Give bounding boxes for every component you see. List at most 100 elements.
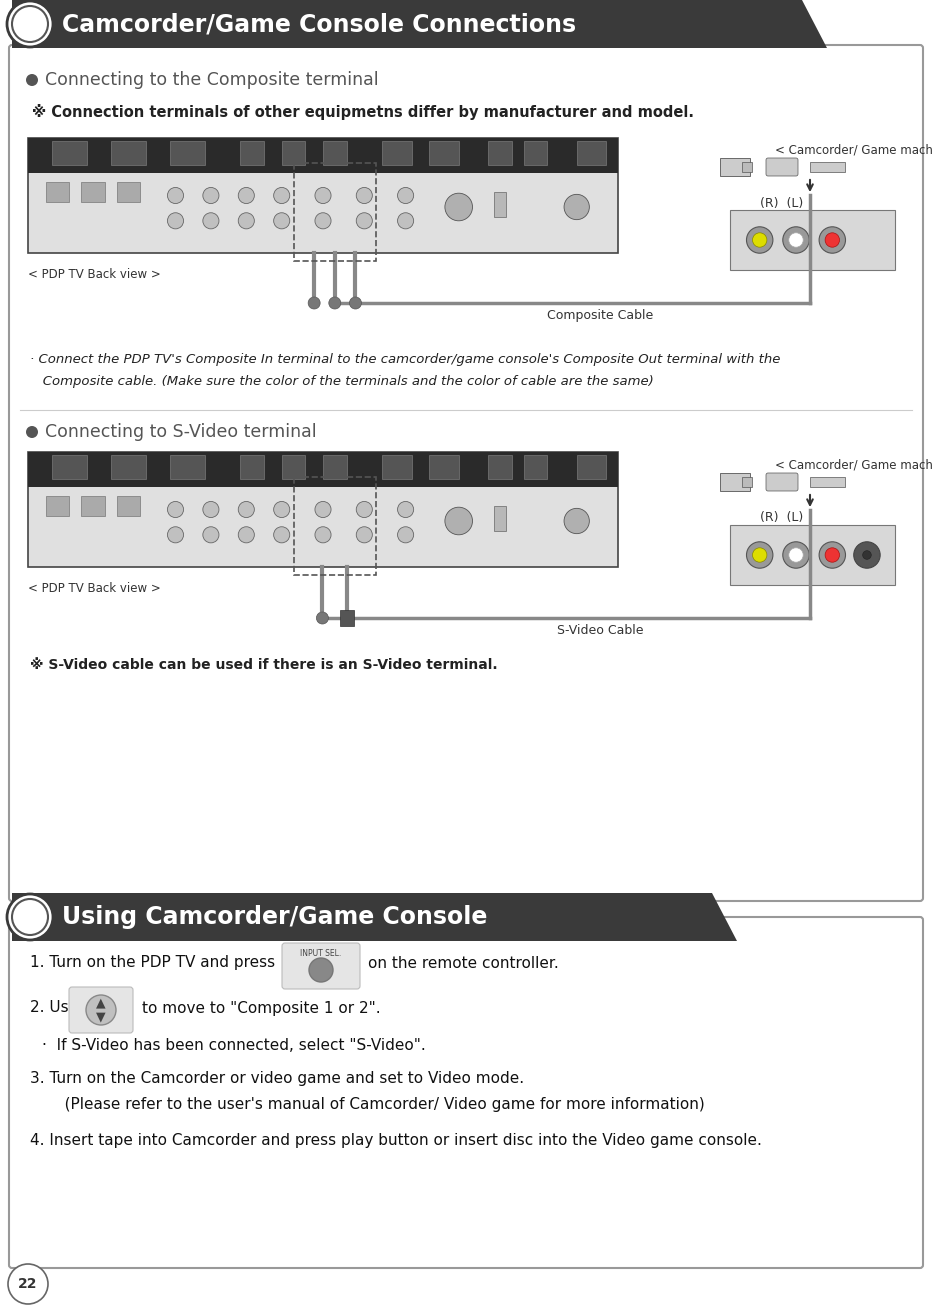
Circle shape xyxy=(316,612,328,624)
Bar xyxy=(382,455,412,479)
Circle shape xyxy=(86,994,116,1024)
Circle shape xyxy=(752,548,767,562)
Circle shape xyxy=(274,188,290,204)
FancyBboxPatch shape xyxy=(282,944,360,989)
Circle shape xyxy=(26,74,38,86)
Circle shape xyxy=(819,542,845,568)
Text: < Camcorder/ Game machine >: < Camcorder/ Game machine > xyxy=(775,144,932,157)
Bar xyxy=(240,455,264,479)
Bar xyxy=(720,472,750,491)
Text: to move to "Composite 1 or 2".: to move to "Composite 1 or 2". xyxy=(142,1001,380,1015)
Circle shape xyxy=(12,899,48,934)
Circle shape xyxy=(783,542,809,568)
FancyBboxPatch shape xyxy=(69,987,133,1034)
Bar xyxy=(51,141,87,166)
Circle shape xyxy=(168,501,184,518)
Circle shape xyxy=(445,508,473,535)
Text: 22: 22 xyxy=(19,1278,38,1291)
Circle shape xyxy=(356,527,373,543)
Circle shape xyxy=(239,501,254,518)
Circle shape xyxy=(203,501,219,518)
Circle shape xyxy=(315,501,331,518)
Circle shape xyxy=(788,232,803,247)
Circle shape xyxy=(8,1265,48,1304)
Bar xyxy=(742,162,752,172)
Text: < Camcorder/ Game machine >: < Camcorder/ Game machine > xyxy=(775,458,932,471)
Bar xyxy=(524,141,547,166)
Text: ※ S-Video cable can be used if there is an S-Video terminal.: ※ S-Video cable can be used if there is … xyxy=(30,658,498,672)
Polygon shape xyxy=(12,0,827,48)
Text: INPUT SEL.: INPUT SEL. xyxy=(300,950,342,958)
Circle shape xyxy=(203,213,219,228)
Circle shape xyxy=(168,527,184,543)
Circle shape xyxy=(350,298,362,309)
Circle shape xyxy=(12,7,48,42)
Bar xyxy=(323,141,347,166)
Bar xyxy=(430,455,459,479)
Text: on the remote controller.: on the remote controller. xyxy=(368,955,559,971)
Circle shape xyxy=(7,894,53,940)
FancyBboxPatch shape xyxy=(766,158,798,176)
Bar xyxy=(81,181,104,202)
Bar xyxy=(742,478,752,487)
Bar xyxy=(340,609,354,626)
Bar xyxy=(488,141,512,166)
Circle shape xyxy=(564,509,589,534)
Text: 4. Insert tape into Camcorder and press play button or insert disc into the Vide: 4. Insert tape into Camcorder and press … xyxy=(30,1133,761,1147)
Circle shape xyxy=(854,542,880,568)
Circle shape xyxy=(819,227,845,253)
Bar xyxy=(116,496,140,517)
Text: Composite Cable: Composite Cable xyxy=(547,308,653,321)
Bar xyxy=(46,496,69,517)
Text: (R)  (L): (R) (L) xyxy=(760,512,803,525)
Bar xyxy=(281,455,306,479)
Bar xyxy=(577,455,606,479)
Circle shape xyxy=(356,501,373,518)
Bar xyxy=(294,163,377,261)
Circle shape xyxy=(315,527,331,543)
Circle shape xyxy=(26,425,38,438)
Text: ▼: ▼ xyxy=(96,1010,106,1023)
FancyBboxPatch shape xyxy=(9,917,923,1268)
Circle shape xyxy=(788,548,803,562)
Bar xyxy=(430,141,459,166)
Text: · Connect the PDP TV's Composite In terminal to the camcorder/game console's Com: · Connect the PDP TV's Composite In term… xyxy=(30,354,780,367)
Circle shape xyxy=(315,188,331,204)
Circle shape xyxy=(398,213,414,228)
Bar xyxy=(28,452,618,566)
Circle shape xyxy=(239,213,254,228)
Circle shape xyxy=(168,213,184,228)
Circle shape xyxy=(747,227,773,253)
Bar xyxy=(488,455,512,479)
Text: (R)  (L): (R) (L) xyxy=(760,197,803,210)
Text: < PDP TV Back view >: < PDP TV Back view > xyxy=(28,269,160,282)
Text: 1. Turn on the PDP TV and press: 1. Turn on the PDP TV and press xyxy=(30,955,275,971)
Text: Connecting to the Composite terminal: Connecting to the Composite terminal xyxy=(45,70,378,89)
Bar xyxy=(111,455,146,479)
Bar xyxy=(28,138,618,253)
Bar xyxy=(116,181,140,202)
Bar xyxy=(730,210,895,270)
Circle shape xyxy=(203,527,219,543)
Bar xyxy=(294,478,377,576)
Bar xyxy=(730,525,895,585)
Text: Using Camcorder/Game Console: Using Camcorder/Game Console xyxy=(62,904,487,929)
Bar xyxy=(240,141,264,166)
Text: < PDP TV Back view >: < PDP TV Back view > xyxy=(28,582,160,595)
Circle shape xyxy=(752,232,767,247)
Circle shape xyxy=(398,188,414,204)
Circle shape xyxy=(274,527,290,543)
Text: Connecting to S-Video terminal: Connecting to S-Video terminal xyxy=(45,423,317,441)
Bar xyxy=(46,181,69,202)
Text: Camcorder/Game Console Connections: Camcorder/Game Console Connections xyxy=(62,12,576,37)
Bar xyxy=(577,141,606,166)
Text: ▲: ▲ xyxy=(96,997,106,1010)
Bar xyxy=(170,141,205,166)
FancyBboxPatch shape xyxy=(766,472,798,491)
Circle shape xyxy=(168,188,184,204)
Bar xyxy=(810,478,845,487)
Circle shape xyxy=(309,958,333,981)
Circle shape xyxy=(825,548,840,562)
Text: 3. Turn on the Camcorder or video game and set to Video mode.: 3. Turn on the Camcorder or video game a… xyxy=(30,1070,524,1086)
Bar xyxy=(81,496,104,517)
